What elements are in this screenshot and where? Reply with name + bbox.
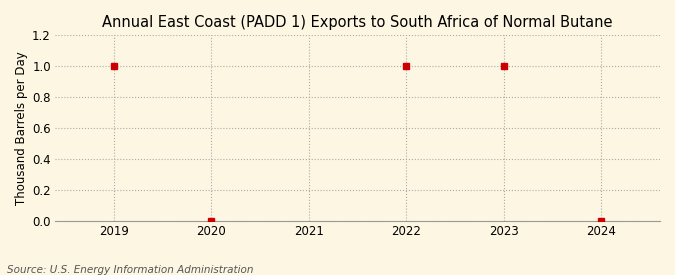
Title: Annual East Coast (PADD 1) Exports to South Africa of Normal Butane: Annual East Coast (PADD 1) Exports to So… xyxy=(103,15,613,30)
Text: Source: U.S. Energy Information Administration: Source: U.S. Energy Information Administ… xyxy=(7,265,253,275)
Y-axis label: Thousand Barrels per Day: Thousand Barrels per Day xyxy=(15,51,28,205)
